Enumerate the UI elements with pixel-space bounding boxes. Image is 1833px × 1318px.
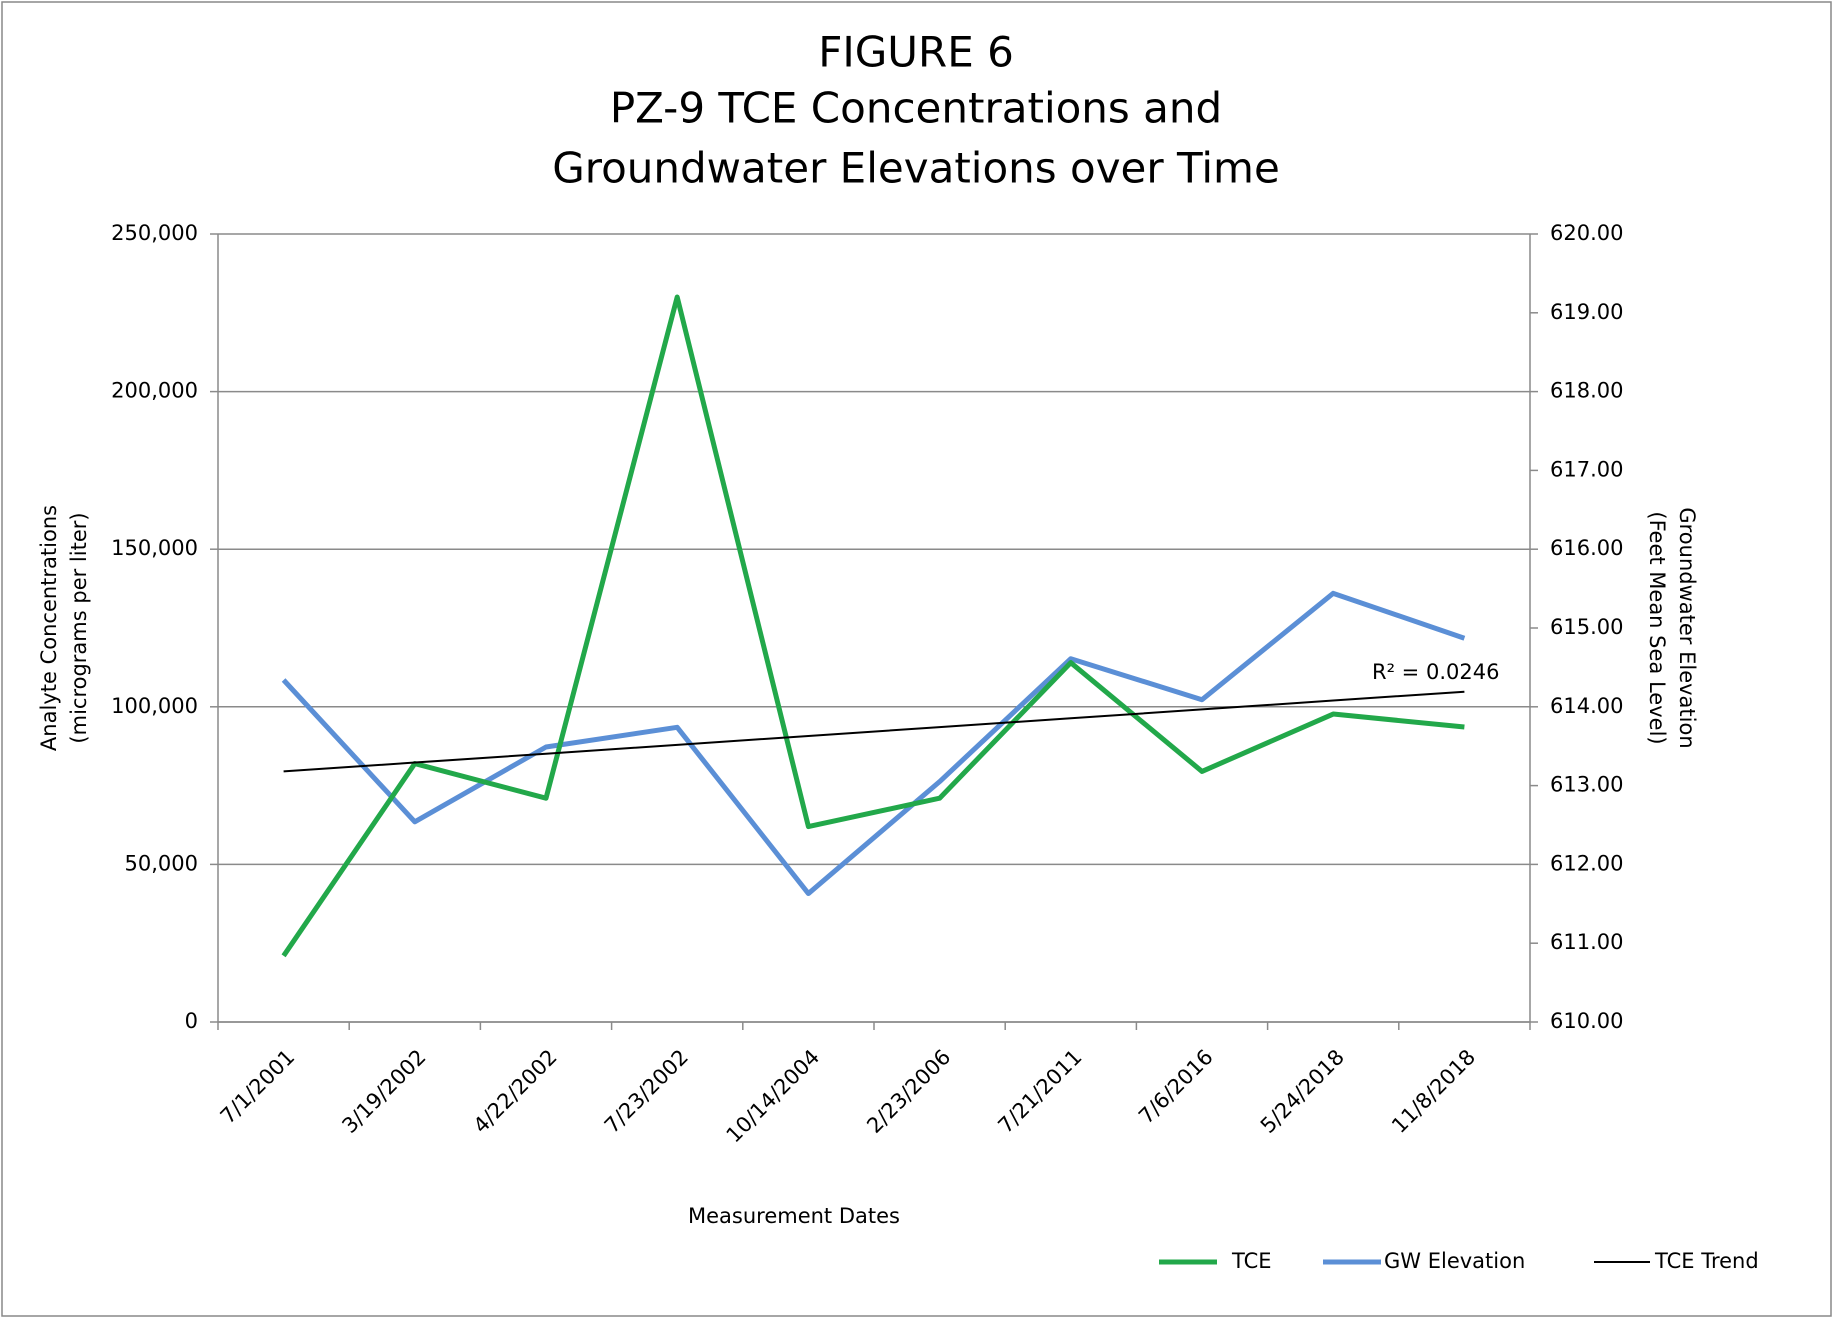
y2-tick-label: 617.00 (1550, 457, 1623, 481)
y-tick-label: 50,000 (125, 851, 198, 875)
y2-tick-label: 611.00 (1550, 930, 1623, 954)
y-tick-label: 200,000 (111, 379, 198, 403)
y2-tick-label: 615.00 (1550, 615, 1623, 639)
y2-tick-label: 610.00 (1550, 1009, 1623, 1033)
y2-tick-label: 616.00 (1550, 536, 1623, 560)
y-tick-label: 100,000 (111, 694, 198, 718)
y2-tick-label: 612.00 (1550, 851, 1623, 875)
trend-line (283, 690, 1465, 773)
legend-label: TCE (1231, 1249, 1272, 1273)
y2-tick-label: 619.00 (1550, 300, 1623, 324)
legend-label: TCE Trend (1654, 1249, 1759, 1273)
series-line (281, 590, 1466, 897)
y-axis-title: (micrograms per liter) (67, 512, 91, 743)
y2-tick-label: 620.00 (1550, 221, 1623, 245)
y2-tick-label: 614.00 (1550, 694, 1623, 718)
y-axis-title: Analyte Concentrations (37, 505, 61, 751)
annotation: R² = 0.0246 (1372, 660, 1499, 684)
series-line (281, 294, 1465, 958)
y2-axis-title: (Feet Mean Sea Level) (1645, 511, 1669, 744)
y2-tick-label: 613.00 (1550, 773, 1623, 797)
chart-title: PZ-9 TCE Concentrations and (610, 84, 1222, 133)
y-tick-label: 0 (185, 1009, 198, 1033)
x-axis-title: Measurement Dates (688, 1204, 900, 1228)
y-tick-label: 150,000 (111, 536, 198, 560)
legend-label: GW Elevation (1384, 1249, 1525, 1273)
y2-axis-title: Groundwater Elevation (1675, 507, 1699, 748)
y-tick-label: 250,000 (111, 221, 198, 245)
y2-tick-label: 618.00 (1550, 379, 1623, 403)
chart-title: Groundwater Elevations over Time (552, 144, 1280, 193)
chart-title: FIGURE 6 (818, 28, 1014, 77)
